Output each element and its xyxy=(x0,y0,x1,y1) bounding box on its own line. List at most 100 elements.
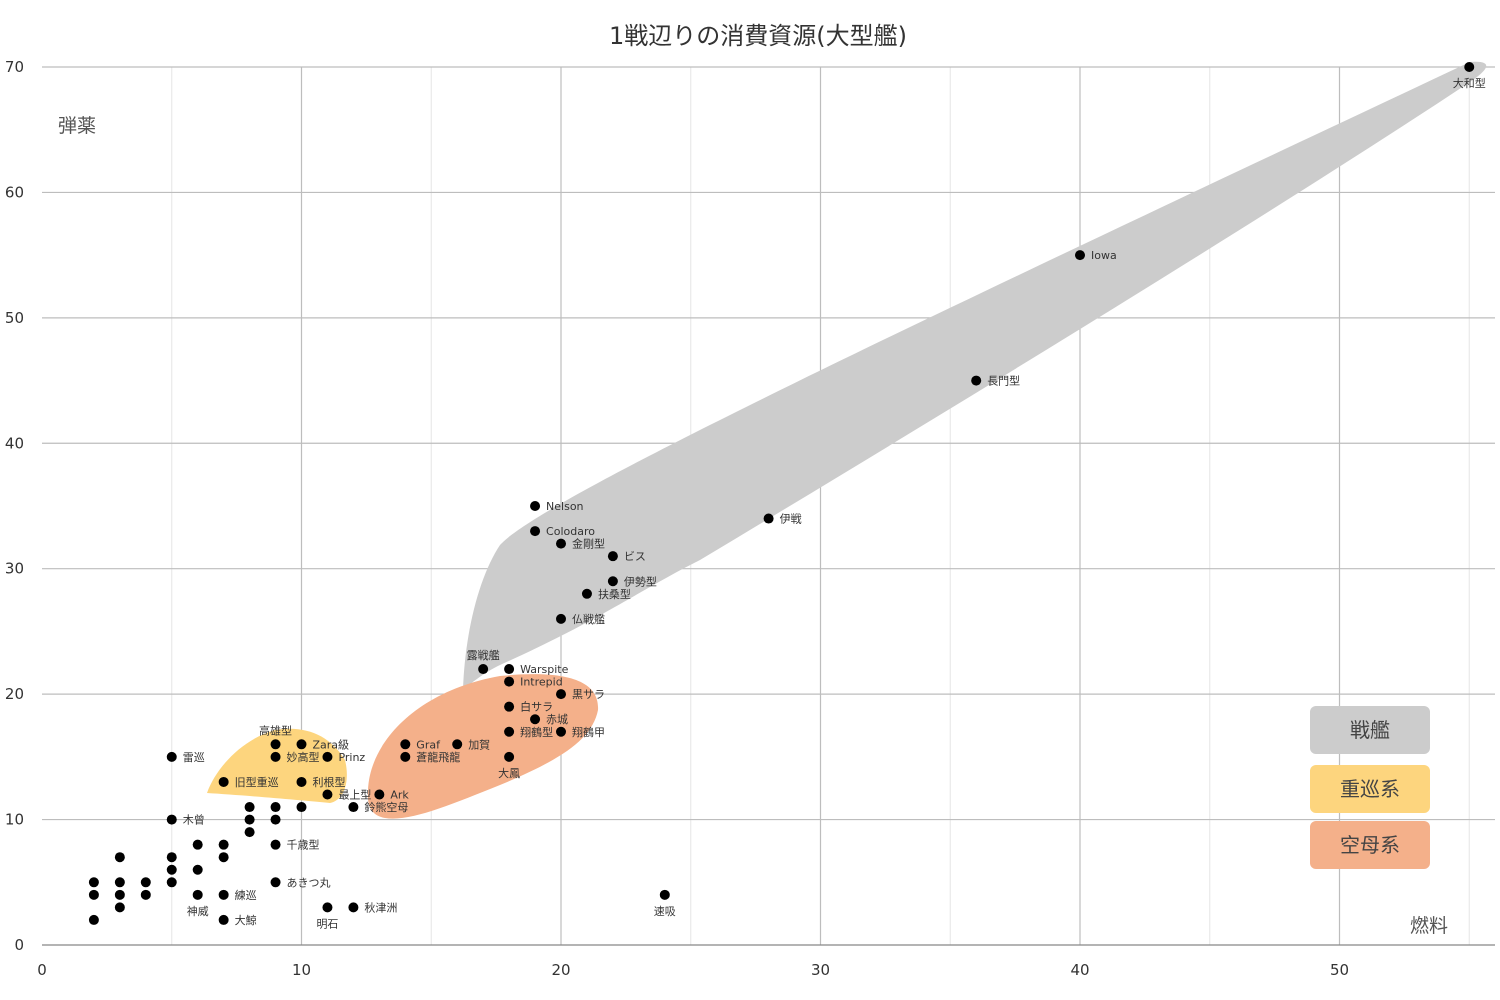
data-point xyxy=(348,902,359,913)
data-label: 高雄型 xyxy=(259,723,292,737)
data-point xyxy=(556,538,566,549)
data-point xyxy=(88,877,99,888)
data-label: 露戦艦 xyxy=(467,648,500,662)
data-point xyxy=(296,802,307,813)
data-point xyxy=(763,513,774,524)
data-label: 加賀 xyxy=(468,738,490,751)
data-point xyxy=(166,751,177,762)
data-point xyxy=(270,877,281,888)
data-point xyxy=(114,852,125,863)
data-point xyxy=(166,814,177,825)
data-label: Prinz xyxy=(338,751,365,764)
data-label: 伊勢型 xyxy=(624,574,657,588)
data-points xyxy=(88,61,1475,925)
data-label: 妙高型 xyxy=(287,750,320,764)
tick-labels: 0 10 20 30 40 50 0 10 20 30 40 50 60 70 xyxy=(5,58,1349,979)
data-point xyxy=(400,739,411,750)
data-label: ビス xyxy=(624,550,646,563)
data-point xyxy=(218,852,229,863)
y-tick-label: 20 xyxy=(5,685,24,703)
data-point xyxy=(114,902,125,913)
y-tick-label: 50 xyxy=(5,309,24,327)
data-point xyxy=(244,827,255,838)
x-tick-label: 40 xyxy=(1070,961,1089,979)
legend-label-heavy-cruiser: 重巡系 xyxy=(1340,777,1400,801)
data-point xyxy=(1464,61,1475,72)
data-point xyxy=(218,776,229,787)
data-point xyxy=(140,877,151,888)
data-label: 秋津洲 xyxy=(364,900,397,914)
data-label: 蒼龍飛龍 xyxy=(416,750,460,764)
data-label: Graf xyxy=(416,738,441,751)
data-point xyxy=(114,877,125,888)
data-point xyxy=(1075,250,1085,261)
data-label: あきつ丸 xyxy=(287,876,331,889)
data-label: 赤城 xyxy=(546,713,568,726)
chart-title: 1戦辺りの消費資源(大型艦) xyxy=(609,22,907,50)
legend-swatch-battleship xyxy=(1310,706,1430,754)
x-tick-label: 30 xyxy=(811,961,830,979)
data-point xyxy=(971,375,982,386)
y-tick-label: 10 xyxy=(5,811,24,829)
data-label: 伊戦 xyxy=(780,513,802,526)
data-point xyxy=(504,676,515,687)
data-label: 明石 xyxy=(316,917,338,930)
data-point xyxy=(322,789,333,800)
data-point xyxy=(270,802,281,813)
legend: 戦艦 重巡系 空母系 xyxy=(1310,706,1430,869)
data-point xyxy=(581,588,592,599)
data-label: 扶桑型 xyxy=(598,587,631,601)
data-point xyxy=(296,739,307,750)
data-label: Intrepid xyxy=(520,676,563,689)
y-tick-label: 70 xyxy=(5,58,24,76)
data-label: Zara級 xyxy=(313,738,350,751)
data-point xyxy=(270,814,281,825)
x-tick-label: 10 xyxy=(292,961,311,979)
y-axis-title: 弾薬 xyxy=(58,115,96,137)
legend-label-carrier: 空母系 xyxy=(1340,833,1400,857)
data-point xyxy=(348,802,359,813)
data-label: 翔鶴甲 xyxy=(572,725,605,739)
data-point xyxy=(218,889,229,900)
y-tick-label: 30 xyxy=(5,560,24,578)
data-label: 白サラ xyxy=(520,700,553,714)
data-point xyxy=(530,526,541,537)
data-label: 速吸 xyxy=(654,905,676,918)
region-carrier xyxy=(367,674,599,819)
data-point xyxy=(478,664,489,675)
data-point xyxy=(504,701,515,712)
data-point xyxy=(400,751,411,762)
data-point xyxy=(192,839,203,850)
data-point xyxy=(88,914,99,925)
data-point xyxy=(192,889,203,900)
data-point xyxy=(218,839,229,850)
data-point xyxy=(556,726,566,737)
data-label: 最上型 xyxy=(338,787,371,801)
data-point xyxy=(607,576,618,587)
data-point xyxy=(607,551,618,562)
data-point xyxy=(504,726,515,737)
legend-label-battleship: 戦艦 xyxy=(1350,718,1390,742)
data-label: Iowa xyxy=(1091,249,1117,262)
data-point xyxy=(556,613,566,624)
data-point xyxy=(659,889,670,900)
data-point xyxy=(114,889,125,900)
legend-swatch-carrier xyxy=(1310,821,1430,869)
data-point xyxy=(322,751,333,762)
data-label: 仏戦艦 xyxy=(572,612,605,626)
data-point xyxy=(218,914,229,925)
data-label: 旧型重巡 xyxy=(235,775,279,789)
data-label: 利根型 xyxy=(313,775,346,789)
data-label: 練巡 xyxy=(235,888,257,902)
data-point xyxy=(244,814,255,825)
data-point xyxy=(166,852,177,863)
data-label: 大鳳 xyxy=(498,766,520,780)
legend-swatch-heavy-cruiser xyxy=(1310,765,1430,813)
region-heavy-cruiser xyxy=(207,728,347,803)
data-point xyxy=(374,789,385,800)
group-regions xyxy=(207,61,1487,819)
data-point xyxy=(166,877,177,888)
data-label: Colodaro xyxy=(546,525,595,538)
data-point xyxy=(192,864,203,875)
data-point xyxy=(88,889,99,900)
